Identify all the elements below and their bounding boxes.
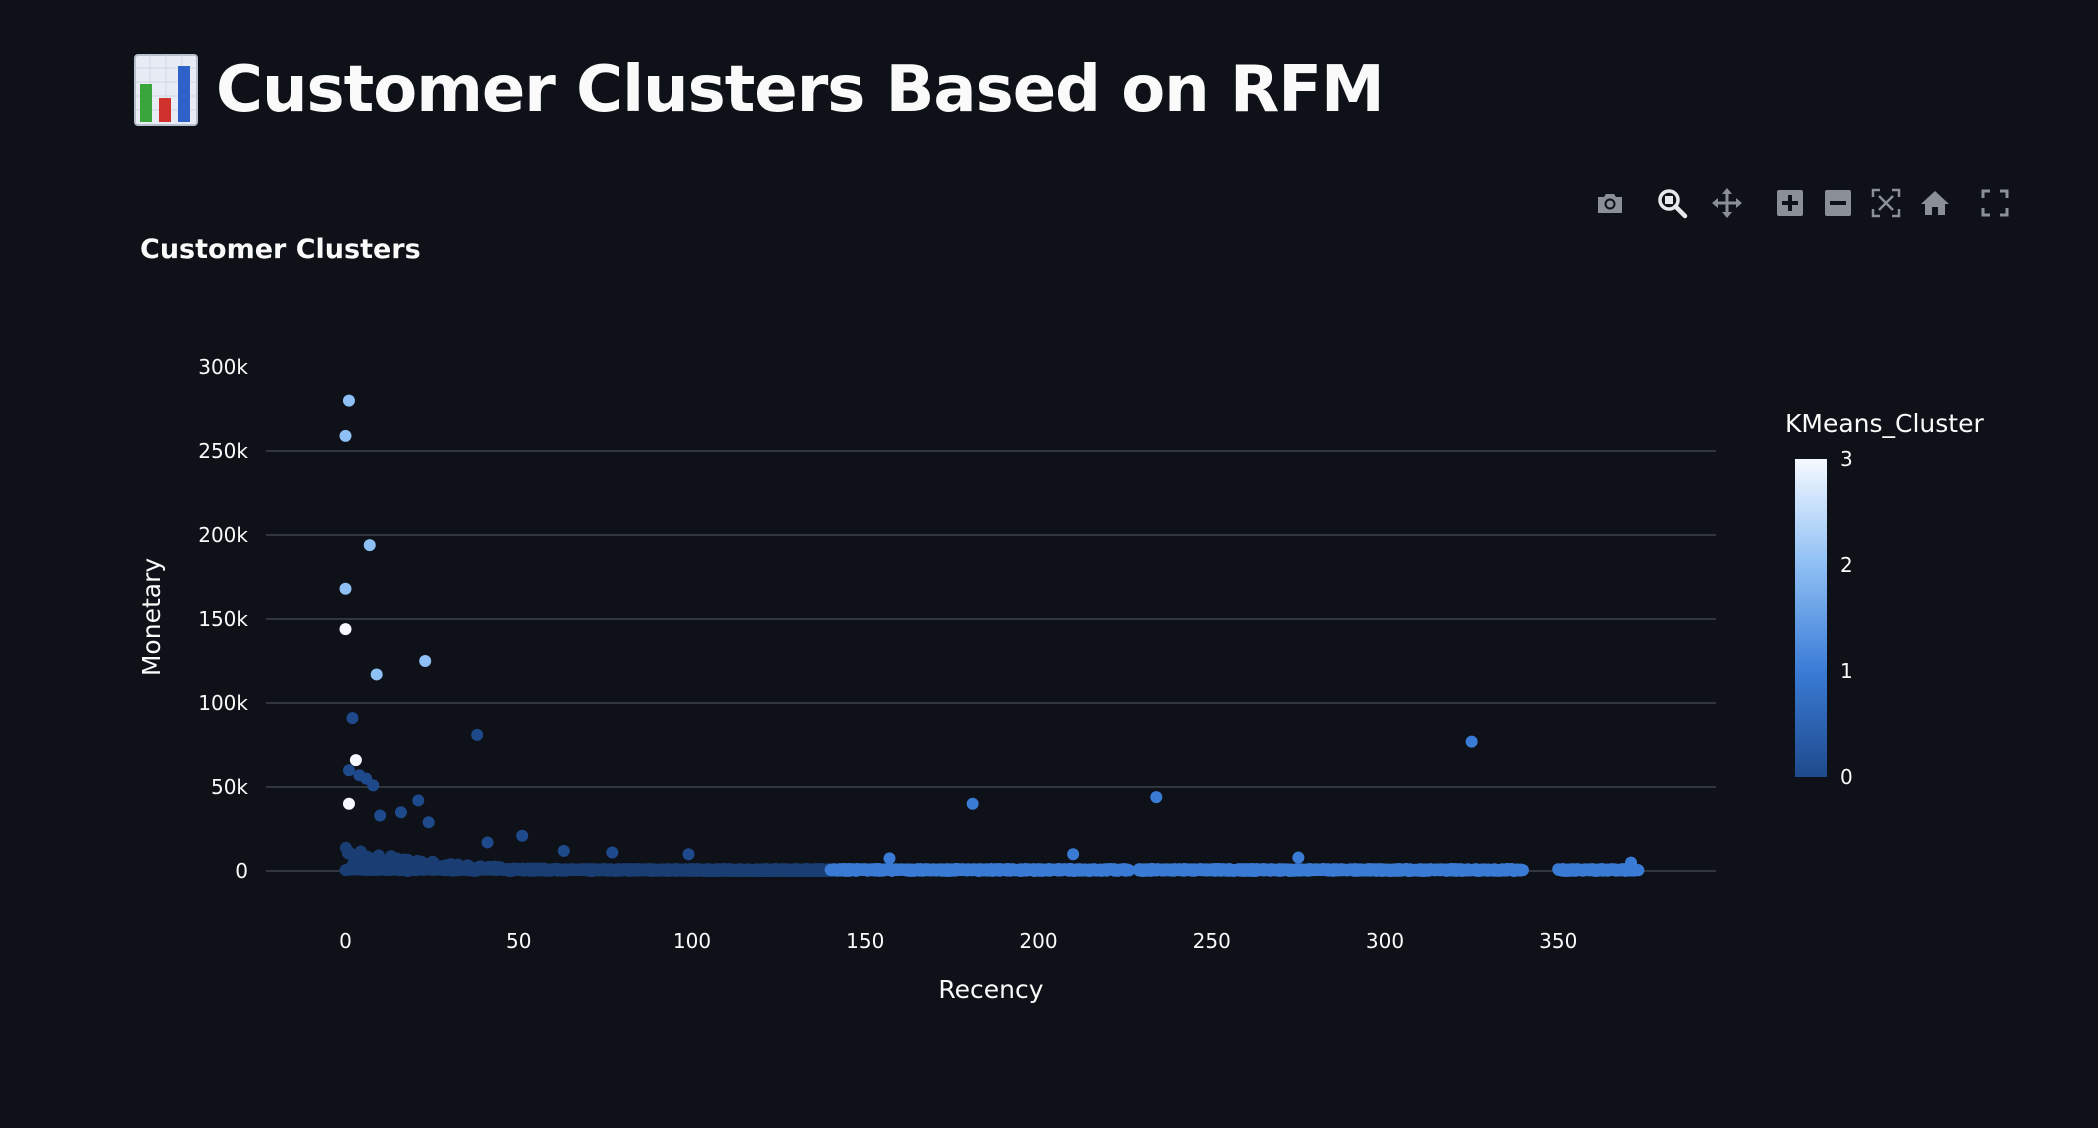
data-point[interactable] <box>1067 848 1080 861</box>
x-axis-ticks: 0 50 100 150 200 250 300 350 <box>339 929 1577 953</box>
data-point[interactable] <box>682 848 695 861</box>
x-tick-label: 150 <box>846 929 884 953</box>
x-tick-label: 200 <box>1019 929 1057 953</box>
data-point <box>1632 864 1645 877</box>
x-tick-label: 300 <box>1366 929 1404 953</box>
data-point[interactable] <box>1625 856 1638 869</box>
camera-icon[interactable] <box>1590 183 1630 223</box>
data-point[interactable] <box>370 668 383 681</box>
dense-point-bands <box>339 841 1645 877</box>
x-tick-label: 100 <box>673 929 711 953</box>
colorbar-tick-label: 3 <box>1840 447 1853 471</box>
data-point[interactable] <box>363 539 376 552</box>
colorbar-gradient <box>1795 459 1827 777</box>
y-axis-title: Monetary <box>137 558 166 676</box>
data-point[interactable] <box>342 764 355 777</box>
page-title: Customer Clusters Based on RFM <box>216 53 1385 127</box>
data-point[interactable] <box>471 728 484 741</box>
zoom-in-icon[interactable] <box>1770 183 1810 223</box>
reset-axes-home-icon[interactable] <box>1915 183 1955 223</box>
colorbar-title: KMeans_Cluster <box>1785 409 1984 438</box>
data-point[interactable] <box>339 623 352 636</box>
data-point[interactable] <box>1292 851 1305 864</box>
y-tick-label: 100k <box>198 691 248 715</box>
data-point[interactable] <box>606 846 619 859</box>
fullscreen-icon[interactable] <box>1975 183 2015 223</box>
autoscale-icon[interactable] <box>1866 183 1906 223</box>
data-point[interactable] <box>419 655 432 667</box>
colorbar-ticks: 0 1 2 3 <box>1840 447 1853 789</box>
y-tick-label: 50k <box>211 775 248 799</box>
data-point[interactable] <box>374 809 387 822</box>
colorbar-tick-label: 2 <box>1840 553 1853 577</box>
data-point[interactable] <box>1465 735 1478 748</box>
data-point[interactable] <box>883 852 896 865</box>
chart-title: Customer Clusters <box>140 234 421 265</box>
data-point[interactable] <box>1150 791 1163 804</box>
colorbar-tick-label: 0 <box>1840 765 1853 789</box>
x-tick-label: 250 <box>1193 929 1231 953</box>
data-point[interactable] <box>412 794 425 807</box>
data-point[interactable] <box>367 779 380 792</box>
zoom-icon[interactable] <box>1652 183 1692 223</box>
y-tick-label: 250k <box>198 439 248 463</box>
colorbar: KMeans_Cluster 0 1 2 3 <box>1785 409 1984 789</box>
data-point[interactable] <box>422 816 435 829</box>
page-title-row: Customer Clusters Based on RFM <box>134 40 1385 140</box>
bar-chart-emoji-icon <box>134 54 198 126</box>
data-point[interactable] <box>339 429 352 442</box>
y-axis-ticks: 0 50k 100k 150k 200k 250k 300k <box>198 355 248 883</box>
data-point[interactable] <box>349 754 362 767</box>
x-axis-title: Recency <box>938 975 1043 1004</box>
data-point <box>1123 864 1136 877</box>
zoom-out-icon[interactable] <box>1818 183 1858 223</box>
chart-modebar <box>1590 183 2020 223</box>
x-tick-label: 350 <box>1539 929 1577 953</box>
data-point[interactable] <box>481 836 494 849</box>
data-point[interactable] <box>339 582 352 595</box>
data-point[interactable] <box>342 394 355 407</box>
grid-lines <box>266 450 1716 872</box>
data-point <box>1516 864 1529 877</box>
x-tick-label: 50 <box>506 929 531 953</box>
data-point[interactable] <box>346 712 359 725</box>
pan-icon[interactable] <box>1707 183 1747 223</box>
y-tick-label: 300k <box>198 355 248 379</box>
y-tick-label: 200k <box>198 523 248 547</box>
scatter-points <box>339 394 1638 869</box>
data-point[interactable] <box>557 844 570 857</box>
data-point[interactable] <box>966 797 979 810</box>
colorbar-tick-label: 1 <box>1840 659 1853 683</box>
data-point[interactable] <box>394 806 407 819</box>
y-tick-label: 150k <box>198 607 248 631</box>
data-point[interactable] <box>342 797 355 810</box>
y-tick-label: 0 <box>235 859 248 883</box>
x-tick-label: 0 <box>339 929 352 953</box>
data-point[interactable] <box>516 829 529 842</box>
